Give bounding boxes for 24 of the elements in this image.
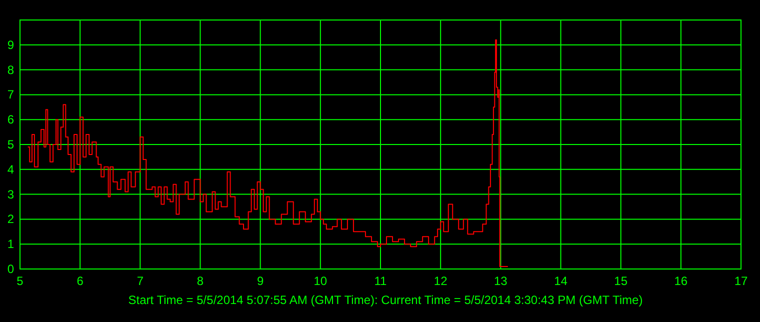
x-axis-title: Start Time = 5/5/2014 5:07:55 AM (GMT Time): Current Time = 5/5/2014 3:30:43 PM (GMT Time) bbox=[128, 293, 643, 307]
x-tick-label: 12 bbox=[434, 274, 448, 288]
x-tick-label: 14 bbox=[554, 274, 568, 288]
x-tick-label: 10 bbox=[314, 274, 328, 288]
x-tick-label: 15 bbox=[614, 274, 628, 288]
y-tick-label: 7 bbox=[7, 88, 14, 102]
x-tick-label: 9 bbox=[256, 274, 264, 288]
x-tick-label: 13 bbox=[494, 274, 508, 288]
y-tick-label: 4 bbox=[7, 162, 14, 176]
x-tick-label: 16 bbox=[674, 274, 688, 288]
x-tick-label: 7 bbox=[136, 274, 144, 288]
y-tick-label: 5 bbox=[7, 138, 14, 152]
x-tick-label: 17 bbox=[734, 274, 748, 288]
y-tick-label: 6 bbox=[7, 112, 14, 127]
x-tick-label: 11 bbox=[374, 274, 388, 288]
x-tick-label: 6 bbox=[76, 274, 84, 288]
y-tick-label: 9 bbox=[7, 38, 14, 52]
y-tick-label: 1 bbox=[7, 237, 14, 252]
x-tick-label: 5 bbox=[16, 274, 24, 288]
y-tick-label: 8 bbox=[7, 62, 14, 77]
y-tick-label: 3 bbox=[7, 187, 14, 202]
y-tick-label: 0 bbox=[7, 262, 14, 276]
x-tick-label: 8 bbox=[196, 274, 204, 288]
y-tick-label: 2 bbox=[7, 212, 14, 226]
